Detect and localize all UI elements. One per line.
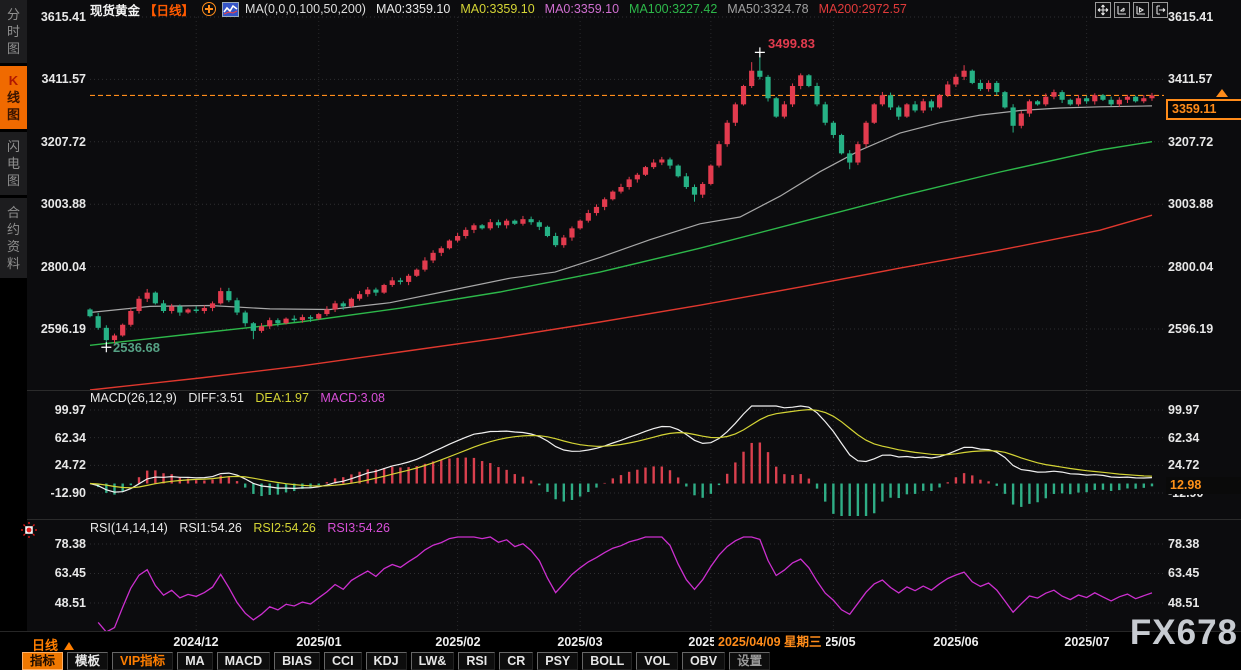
toolbar-button-KDJ[interactable]: KDJ <box>365 652 407 670</box>
watermark: FX678 <box>1129 613 1238 652</box>
axis-label: 48.51 <box>54 596 86 610</box>
toolbar-button-LW&[interactable]: LW& <box>410 652 455 670</box>
toolbar-button-指标[interactable]: 指标 <box>22 652 64 670</box>
ma-settings: MA(0,0,0,100,50,200) <box>245 2 366 16</box>
chart-header: 现货黄金 【日线】 MA(0,0,0,100,50,200) MA0:3359.… <box>90 1 917 18</box>
period-selector[interactable]: 日线 <box>32 635 75 654</box>
axis-label: 99.97 <box>1168 403 1200 417</box>
month-label-2025/07: 2025/07 <box>1064 635 1110 649</box>
axis-label: -12.90 <box>50 486 86 500</box>
rsi1-value: RSI1:54.26 <box>179 521 242 535</box>
month-label-2025/06: 2025/06 <box>933 635 979 649</box>
ma-value-3: MA100:3227.42 <box>629 2 718 16</box>
axis-label: 3411.57 <box>1168 72 1213 87</box>
axis-label: 3003.88 <box>40 197 86 212</box>
ma-value-0: MA0:3359.10 <box>375 2 451 16</box>
toolbar-button-CR[interactable]: CR <box>499 652 534 670</box>
move-icon[interactable] <box>1095 2 1111 18</box>
month-label-2024/12: 2024/12 <box>173 635 219 649</box>
month-label-2025/02: 2025/02 <box>435 635 481 649</box>
axis-label: 48.51 <box>1168 596 1200 610</box>
axis-label: 62.34 <box>54 430 86 445</box>
axis-label: 78.38 <box>54 537 86 551</box>
pane-divider[interactable] <box>27 390 1241 391</box>
axis-label: 62.34 <box>1168 430 1200 445</box>
chart-style-icon[interactable] <box>222 1 240 17</box>
ma-value-2: MA0:3359.10 <box>544 2 620 16</box>
axis-label: 3411.57 <box>41 72 87 87</box>
ma-values: MA0:3359.10 MA0:3359.10 MA0:3359.10 MA100:3… <box>376 2 917 16</box>
axis-label: 2596.19 <box>1168 322 1214 336</box>
axis-label: 24.72 <box>1168 458 1200 473</box>
toolbar-button-VIP指标[interactable]: VIP指标 <box>112 652 174 670</box>
chart-controls <box>1095 2 1168 18</box>
toolbar-button-CCI[interactable]: CCI <box>324 652 362 670</box>
axis-label: 3615.41 <box>40 10 86 24</box>
axis-label: 99.97 <box>54 403 86 417</box>
sidebar-tab-0[interactable]: 分时图 <box>0 0 27 66</box>
sidebar-tab-3[interactable]: 合约资料 <box>0 198 27 281</box>
rsi-title: RSI(14,14,14) <box>90 521 168 535</box>
toolbar-button-MACD[interactable]: MACD <box>216 652 271 670</box>
up-triangle-icon <box>64 642 75 650</box>
toolbar-button-RSI[interactable]: RSI <box>458 652 496 670</box>
rsi3-value: RSI3:54.26 <box>327 521 390 535</box>
high-price-annotation: 3499.83 <box>768 36 815 51</box>
macd-title: MACD(26,12,9) <box>90 391 177 405</box>
ma-value-1: MA0:3359.10 <box>460 2 535 16</box>
date-axis: 日线 2024/12 2025/01 2025/02 2025/03 2025/04 20… <box>0 631 1241 653</box>
macd-value: MACD:3.08 <box>320 391 385 405</box>
axis-label: 63.45 <box>1168 566 1200 581</box>
axis-label: 3615.41 <box>1168 10 1214 24</box>
toolbar-button-MA[interactable]: MA <box>177 652 213 670</box>
compress-x-icon[interactable] <box>1114 2 1130 18</box>
axis-label: 2596.19 <box>40 322 86 336</box>
macd-dea-value: DEA:1.97 <box>255 391 309 405</box>
sidebar-tab-2[interactable]: 闪电图 <box>0 132 27 198</box>
period-tag: 【日线】 <box>144 3 195 18</box>
macd-header: MACD(26,12,9) DIFF:3.51 DEA:1.97 MACD:3.… <box>90 391 393 405</box>
low-price-annotation: 2536.68 <box>113 340 160 355</box>
rsi-header: RSI(14,14,14) RSI1:54.26 RSI2:54.26 RSI3… <box>90 521 398 535</box>
ma-value-5: MA200:2972.57 <box>818 2 907 16</box>
expand-x-icon[interactable] <box>1133 2 1149 18</box>
add-indicator-icon[interactable] <box>202 2 217 16</box>
last-price-arrow-icon <box>1216 89 1228 97</box>
axis-label: 3003.88 <box>1168 197 1214 212</box>
axis-label: 3207.72 <box>40 134 86 149</box>
ma-value-4: MA50:3324.78 <box>727 2 809 16</box>
axis-label: 78.38 <box>1168 537 1200 551</box>
axis-label: 3207.72 <box>1168 134 1214 149</box>
toolbar-button-VOL[interactable]: VOL <box>636 652 678 670</box>
toolbar-button-模板[interactable]: 模板 <box>67 652 109 670</box>
axis-label: 2800.04 <box>1168 259 1214 274</box>
rsi2-value: RSI2:54.26 <box>253 521 316 535</box>
exit-right-icon[interactable] <box>1152 2 1168 18</box>
axis-label: 2800.04 <box>40 259 86 274</box>
toolbar-button-BIAS[interactable]: BIAS <box>274 652 321 670</box>
month-label-2025/01: 2025/01 <box>296 635 342 649</box>
toolbar-button-PSY[interactable]: PSY <box>537 652 579 670</box>
indicator-toolbar: 指标 模板 VIP指标 MA MACD BIAS CCI KDJ LW& RSI CR PSY BOLL… <box>0 652 1241 670</box>
toolbar-button-BOLL[interactable]: BOLL <box>582 652 633 670</box>
symbol-name: 现货黄金 <box>90 3 141 18</box>
axis-label: 63.45 <box>54 566 86 581</box>
month-label-2025/03: 2025/03 <box>557 635 603 649</box>
date-tooltip: 2025/04/09 星期三 <box>714 633 826 651</box>
pane-divider[interactable] <box>27 519 1241 520</box>
toolbar-button-设置[interactable]: 设置 <box>729 652 771 670</box>
toolbar-button-OBV[interactable]: OBV <box>682 652 726 670</box>
macd-last-value-badge: 12.98 <box>1166 477 1241 494</box>
macd-diff-value: DIFF:3.51 <box>188 391 244 405</box>
alert-icon[interactable] <box>20 521 38 539</box>
last-price-badge: 3359.11 <box>1166 99 1241 120</box>
axis-label: 24.72 <box>54 458 86 473</box>
